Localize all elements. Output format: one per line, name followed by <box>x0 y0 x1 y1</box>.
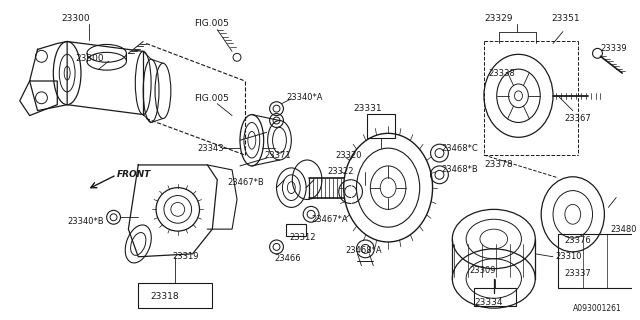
Text: 23300: 23300 <box>75 54 104 63</box>
Text: 23468*A: 23468*A <box>346 246 382 255</box>
Text: FRONT: FRONT <box>116 170 151 179</box>
Text: 23371: 23371 <box>265 151 291 160</box>
Text: 23338: 23338 <box>489 68 516 77</box>
Text: 23467*A: 23467*A <box>311 215 348 224</box>
Text: 23340*B: 23340*B <box>67 217 104 226</box>
Text: 23480: 23480 <box>611 225 637 234</box>
Bar <box>558 234 640 288</box>
Text: 23337: 23337 <box>565 269 591 278</box>
Text: 23300: 23300 <box>61 14 90 23</box>
Text: 23331: 23331 <box>353 104 382 113</box>
Text: 23376: 23376 <box>565 236 591 245</box>
Text: 23468*C: 23468*C <box>442 144 478 153</box>
Text: 23340*A: 23340*A <box>286 93 323 102</box>
Bar <box>474 288 515 306</box>
Text: 23312: 23312 <box>289 233 316 242</box>
Text: 23320: 23320 <box>336 151 362 160</box>
Bar <box>286 224 306 236</box>
Text: 23343: 23343 <box>198 144 224 153</box>
Text: 23309: 23309 <box>469 266 495 275</box>
Text: 23468*B: 23468*B <box>442 165 478 174</box>
Text: FIG.005: FIG.005 <box>195 94 229 103</box>
Text: A093001261: A093001261 <box>573 304 622 313</box>
Text: 23318: 23318 <box>150 292 179 301</box>
Text: FIG.005: FIG.005 <box>195 19 229 28</box>
Text: 23467*B: 23467*B <box>227 178 264 187</box>
Text: 23310: 23310 <box>555 252 582 261</box>
Text: 23319: 23319 <box>173 252 199 261</box>
Text: 23378: 23378 <box>484 160 513 169</box>
Text: 23334: 23334 <box>474 298 502 307</box>
Text: 23339: 23339 <box>600 44 627 53</box>
Text: 23329: 23329 <box>484 14 513 23</box>
Text: 23322: 23322 <box>328 167 355 176</box>
Bar <box>367 114 395 138</box>
Text: 23351: 23351 <box>551 14 580 23</box>
Bar <box>138 284 212 308</box>
Text: 23466: 23466 <box>275 254 301 263</box>
Text: 23367: 23367 <box>565 114 591 123</box>
